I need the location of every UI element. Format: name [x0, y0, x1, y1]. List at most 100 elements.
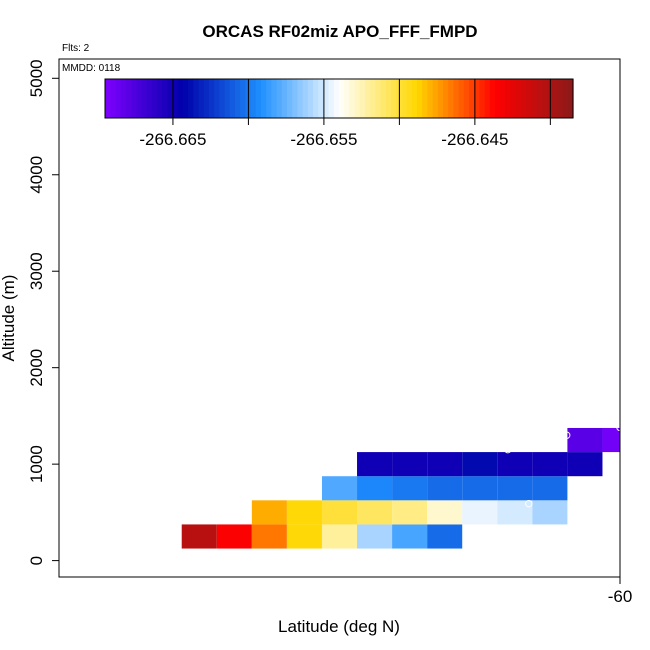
y-axis-tick-label: 3000 — [27, 252, 46, 290]
colorbar-segment — [292, 79, 298, 118]
colorbar-segment — [349, 79, 356, 118]
colorbar-segment — [562, 79, 569, 118]
flights-label: Flts: 2 — [62, 43, 90, 54]
x-axis: -60 — [608, 577, 633, 606]
heatmap-cell — [427, 452, 463, 477]
heatmap-cell — [392, 476, 428, 501]
colorbar-segment — [167, 79, 174, 118]
heatmap-cell — [567, 452, 603, 477]
colorbar-segment — [110, 79, 116, 118]
colorbar-segment — [463, 79, 470, 118]
colorbar-segment — [136, 79, 142, 118]
mmdd-label: MMDD: 0118 — [62, 63, 121, 74]
colorbar-segment — [240, 79, 246, 118]
colorbar-segment — [406, 79, 413, 118]
colorbar-segment — [458, 79, 465, 118]
colorbar-segment — [391, 79, 397, 118]
colorbar-segment — [120, 79, 127, 118]
plot-frame — [58, 58, 621, 578]
colorbar-segment — [489, 79, 496, 118]
heatmap-cell — [357, 452, 393, 477]
heatmap-cell — [392, 452, 428, 477]
colorbar-tick-label: -266.655 — [290, 130, 357, 149]
colorbar-segment — [198, 79, 205, 118]
heatmap-cell — [321, 524, 358, 549]
heatmap-cell — [286, 500, 322, 525]
heatmap-cell — [427, 500, 463, 525]
y-axis-tick-label: 5000 — [27, 59, 46, 97]
colorbar-segment — [193, 79, 200, 118]
colorbar-segment — [479, 79, 486, 118]
colorbar-segment — [318, 79, 324, 118]
colorbar-segment — [172, 79, 179, 118]
colorbar-segment — [443, 79, 449, 118]
colorbar-segment — [177, 79, 184, 118]
colorbar-segment — [307, 79, 314, 118]
colorbar-segment — [125, 79, 132, 118]
colorbar-tick-label: -266.665 — [139, 130, 206, 149]
colorbar-segment — [183, 79, 189, 118]
heatmap-cell — [357, 476, 393, 501]
heatmap-cell — [532, 452, 568, 477]
flight-point — [396, 440, 404, 448]
colorbar-segment — [531, 79, 538, 118]
colorbar-segment — [203, 79, 210, 118]
heatmap-cell — [462, 476, 498, 501]
colorbar-segment — [380, 79, 387, 118]
colorbar-segment — [567, 79, 574, 118]
heatmap-cell — [497, 452, 533, 477]
heatmap-cell — [532, 476, 568, 501]
heatmap-cell — [392, 500, 428, 525]
flight-point — [563, 431, 571, 439]
colorbar-segment — [401, 79, 408, 118]
colorbar-segment — [302, 79, 309, 118]
colorbar-segment — [235, 79, 241, 118]
flight-point — [504, 445, 512, 454]
colorbar-tick-label: -266.645 — [441, 130, 508, 149]
colorbar-frame — [104, 78, 574, 119]
colorbar-segment — [276, 79, 283, 118]
chart-title: ORCAS RF02miz APO_FFF_FMPD — [202, 22, 477, 41]
colorbar-segment — [427, 79, 434, 118]
colorbar-segment — [500, 79, 506, 118]
y-axis-tick-label: 0 — [27, 556, 46, 565]
colorbar-segment — [354, 79, 361, 118]
colorbar-segment — [495, 79, 501, 118]
colorbar-segment — [375, 79, 382, 118]
colorbar-segment — [115, 79, 122, 118]
colorbar-segment — [339, 79, 345, 118]
colorbar-segment — [453, 79, 460, 118]
flight-point — [477, 525, 485, 533]
colorbar-segment — [526, 79, 532, 118]
colorbar-segment — [385, 79, 392, 118]
colorbar-segment — [417, 79, 423, 118]
heatmap-cell — [181, 524, 217, 549]
colorbar-segment — [281, 79, 288, 118]
colorbar-segment — [552, 79, 558, 118]
colorbar-segment — [146, 79, 153, 118]
colorbar-segment — [474, 79, 480, 118]
colorbar-segment — [541, 79, 548, 118]
x-axis-tick-label: -60 — [608, 587, 633, 606]
colorbar-segment — [105, 79, 111, 118]
colorbar-segment — [344, 79, 350, 118]
heatmap-cell — [321, 476, 358, 501]
heatmap-cell — [286, 524, 322, 549]
colorbar-segment — [313, 79, 319, 118]
colorbar-segment — [448, 79, 454, 118]
colorbar-segment — [131, 79, 137, 118]
heatmap-cell — [567, 427, 603, 453]
y-axis-tick-label: 4000 — [27, 156, 46, 194]
colorbar-segment — [261, 79, 267, 118]
heatmap-cell — [392, 524, 428, 549]
heatmap-cell — [497, 476, 533, 501]
colorbar-segment — [515, 79, 522, 118]
colorbar-segment — [287, 79, 293, 118]
colorbar-segment — [333, 79, 340, 118]
colorbar-segment — [437, 79, 444, 118]
colorbar-segment — [162, 79, 168, 118]
colorbar-segment — [328, 79, 335, 118]
heatmap-cell — [427, 476, 463, 501]
colorbar-segment — [151, 79, 158, 118]
colorbar-segment — [510, 79, 517, 118]
